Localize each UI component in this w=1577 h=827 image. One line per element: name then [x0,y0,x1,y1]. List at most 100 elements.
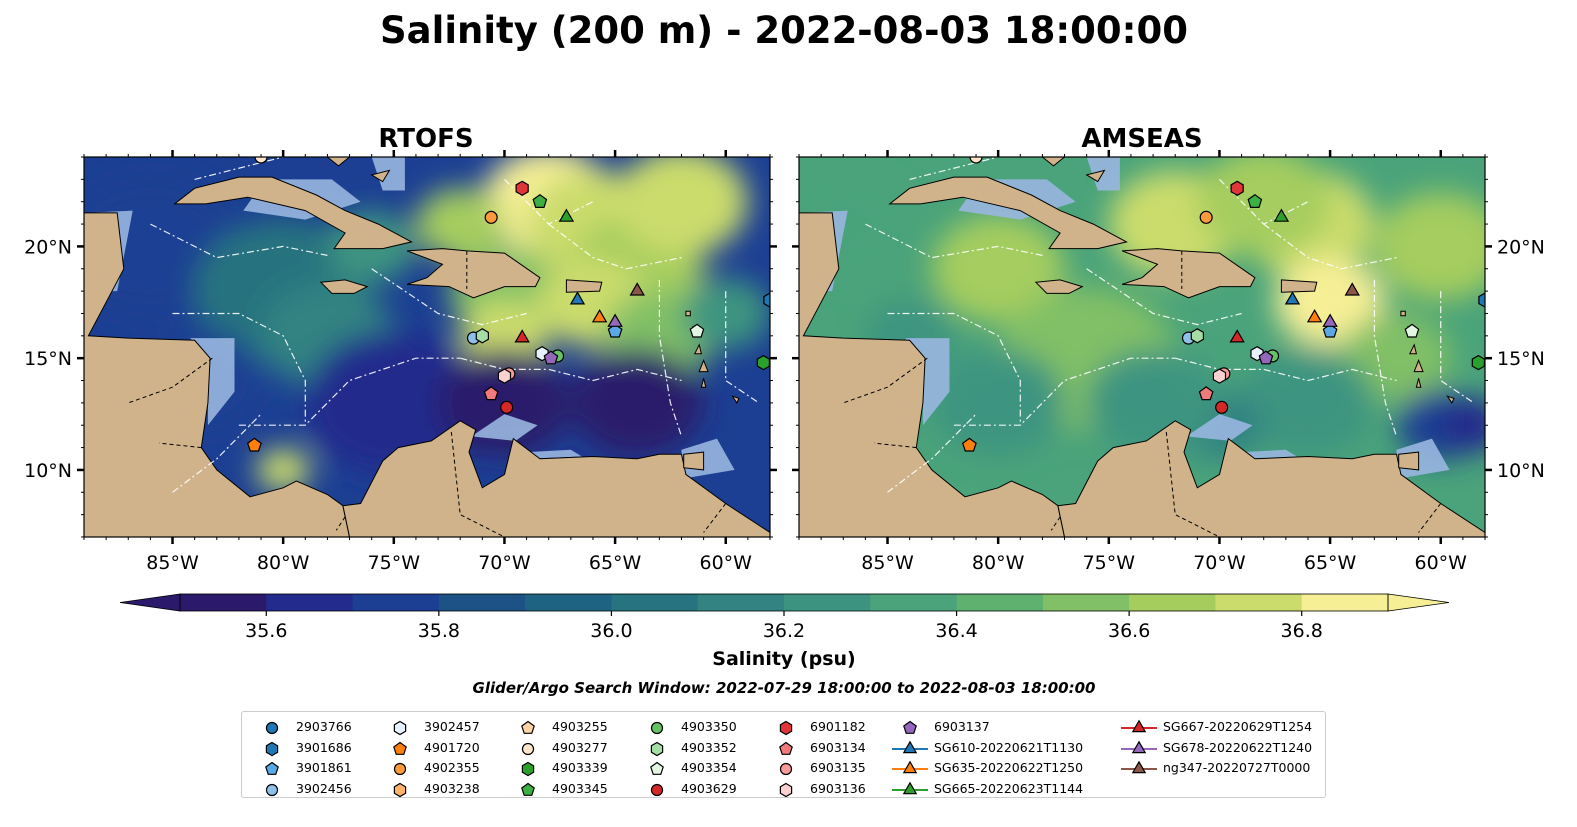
obs-ng347-20220727T0000 [629,282,645,296]
legend-marker [393,762,407,776]
land-mass [731,395,740,404]
land-mass [84,157,351,537]
shallow-shelf [1241,449,1297,459]
legend-symbol [521,742,535,755]
obs-6903137 [1258,350,1274,365]
colorbar-label: Salinity (psu) [712,648,855,670]
field-blobs [84,157,770,492]
legend-label: 4903354 [681,760,737,775]
obs-SG665-20220623T1144 [558,208,575,222]
legend-label: 4902355 [424,760,480,775]
legend-marker [1121,719,1157,733]
salinity-patch [1341,313,1452,403]
country-border [128,357,213,404]
obs-SG610-20220621T1130 [1284,291,1301,305]
legend-label: ng347-20220727T0000 [1163,760,1311,775]
legend-symbol [779,762,793,776]
axes-amseas: 85°W 80°W 75°W 70°W 65°W 60°W 10°N 15°N 20°N [792,150,1545,574]
x-tick-label: 80°W [972,552,1025,574]
legend-marker [521,782,535,796]
colorbar-bin [956,594,1044,611]
salinity-field-rtofs [84,157,770,537]
x-tick-label: 75°W [1083,552,1136,574]
axes-rtofs: 85°W 80°W 75°W 70°W 65°W 60°W 10°N 15°N 20°N [24,150,777,574]
land-rtofs [84,157,770,537]
colorbar-tick-label: 35.6 [245,620,287,642]
eez-line [725,291,760,404]
legend-symbol [902,760,918,774]
land-mass [1446,395,1455,404]
colorbar-tick-label: 36.2 [763,620,805,642]
legend-label: 4901720 [424,739,480,755]
obs-4903339 [756,354,770,371]
land-mass [1085,169,1106,183]
eez-line [371,268,527,326]
observations-rtofs [246,157,770,452]
obs-3901686 [1478,292,1485,308]
eez-line [887,312,1021,426]
land-mass [370,169,391,183]
legend-marker [779,741,793,755]
land-mass [565,279,603,293]
salinity-patch [1440,398,1485,453]
colorbar-bin [525,594,612,611]
salinity-patch [931,215,1065,323]
eez-boundaries-rtofs [150,157,760,493]
land-mass [1415,378,1422,388]
obs-4901720 [246,437,262,452]
legend-symbol [393,741,407,755]
legend-label: SG667-20220629T1254 [1163,719,1313,734]
legend-label: 4903339 [552,760,608,775]
legend-symbol [1131,740,1147,753]
eez-line [172,413,262,493]
legend-symbol [393,762,407,776]
obs-6903137 [543,350,559,365]
salinity-patch [681,277,770,350]
obs-4903345 [1247,193,1263,208]
obs-4903354 [1404,323,1420,338]
legend-marker [265,761,279,775]
legend-marker [892,760,928,774]
y-tick-label: 20°N [1497,236,1545,258]
obs-4903629 [500,400,514,414]
obs-6903134 [483,386,499,401]
eez-line [194,157,284,180]
legend-marker [521,742,535,755]
legend-symbol [393,782,407,797]
legend-symbol [265,721,279,735]
legend-symbol [393,720,407,736]
map-frame-rtofs [83,156,771,538]
legend-marker [892,740,928,753]
salinity-patch [1197,157,1331,256]
country-border [1418,503,1442,533]
eez-line [865,223,1043,259]
legend-label: 4903255 [552,719,608,734]
legend-symbol [903,720,917,734]
eez-line [1440,291,1475,404]
legend-symbol [521,720,535,734]
legend-symbol [650,761,664,775]
land-mass [319,279,369,294]
eez-line [953,357,1176,426]
colorbar-bin [697,594,785,611]
x-tick-label: 70°W [478,552,531,574]
eez-line [1086,268,1242,326]
obs-4902355 [1199,210,1213,224]
legend-symbol [779,720,793,736]
land-mass [342,420,770,537]
map-panel-rtofs: RTOFS 85°W 80°W 75°W 70°W 65°W 60°W 10°N 15°N 20… [24,124,777,574]
y-tick-label: 20°N [24,236,72,258]
legend-symbol [1131,719,1147,733]
salinity-patch [1241,349,1375,457]
map-panel-amseas: AMSEAS 85°W 80°W 75°W 70°W 65°W 60°W 10°N 15°N 2… [792,124,1545,574]
obs-SG678-20220622T1240 [607,313,623,327]
land-mass [173,176,413,250]
legend-marker [265,783,279,796]
land-mass [888,176,1128,250]
legend: 2903766 3901686 3901861 3902456 3902457 49017… [241,711,1326,798]
shallow-shelf [190,338,235,426]
salinity-patch [615,157,748,256]
salinity-patch [1374,192,1485,301]
legend-marker [265,741,279,756]
country-border [843,357,928,404]
